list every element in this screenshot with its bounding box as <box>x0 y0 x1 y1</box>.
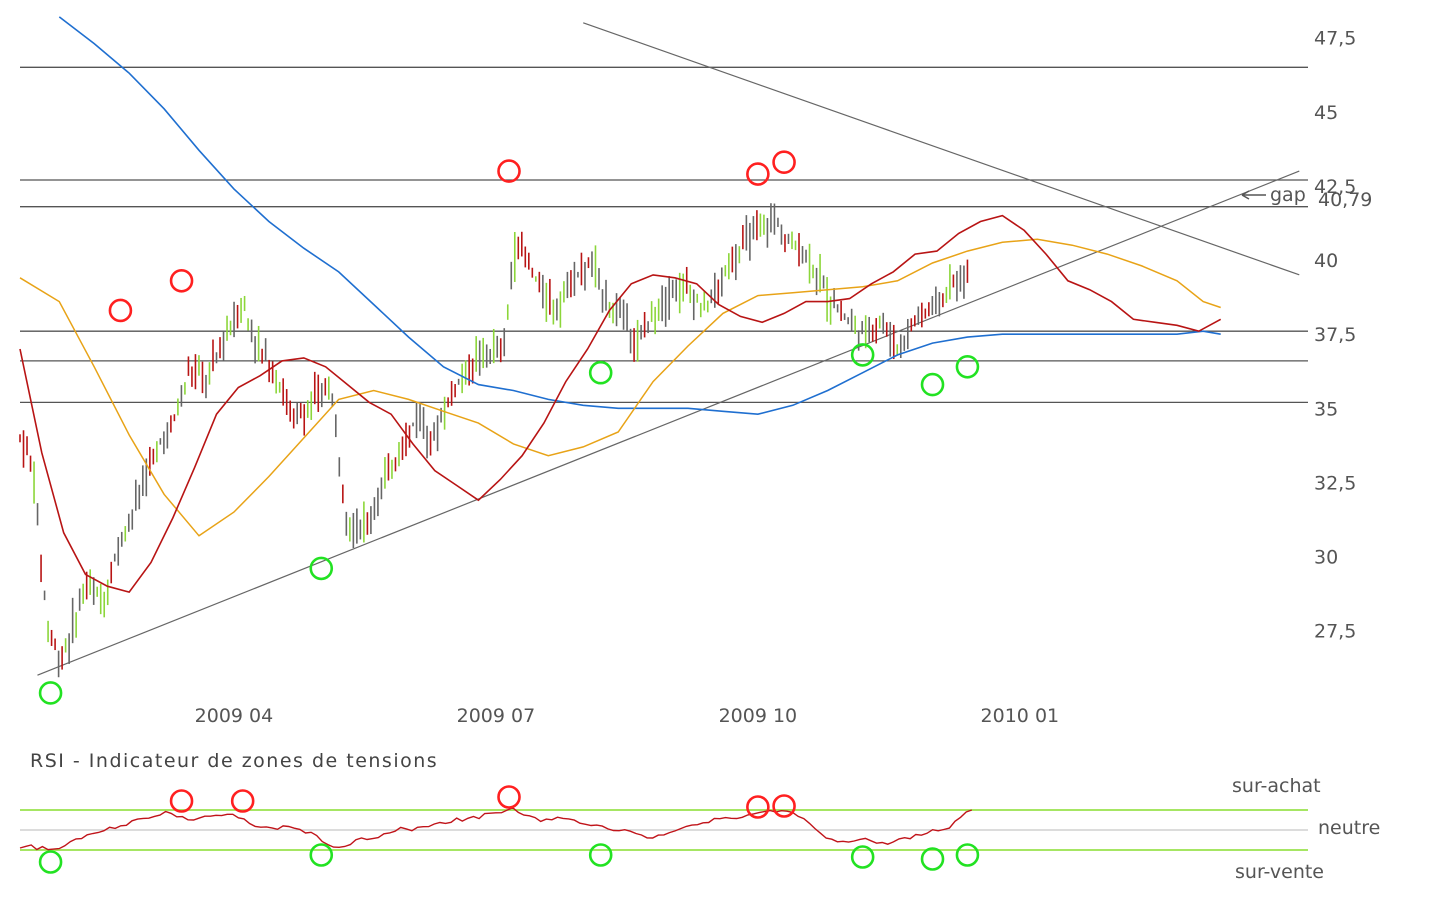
trendlines <box>37 22 1300 676</box>
low-marker <box>38 681 63 705</box>
moving-averages <box>19 16 1222 594</box>
last-price-annotation: gap 40,79 <box>1241 184 1372 211</box>
y-tick-label: 45 <box>1314 102 1338 124</box>
rsi-oversold-label: sur-vente <box>1235 861 1324 883</box>
y-tick-label: 42,5 <box>1314 176 1356 198</box>
rsi-low-marker <box>309 843 334 867</box>
low-marker <box>955 354 980 379</box>
resistance-trendline <box>583 22 1300 276</box>
high-marker <box>746 162 770 186</box>
low-marker <box>309 556 334 581</box>
rsi-high-marker <box>169 789 194 813</box>
y-tick-label: 30 <box>1314 547 1338 569</box>
high-marker <box>772 150 796 174</box>
rsi-low-marker <box>850 845 875 869</box>
rsi-high-marker <box>230 789 255 813</box>
x-tick-label: 2009 07 <box>457 705 536 727</box>
turning-point-markers <box>38 150 980 705</box>
rsi-low-marker <box>38 850 63 874</box>
high-marker <box>108 298 133 323</box>
rsi-low-marker <box>920 847 945 871</box>
y-tick-label: 35 <box>1314 398 1338 420</box>
rsi-high-marker <box>772 794 796 818</box>
rsi-turning-point-markers <box>38 785 980 874</box>
rsi-high-marker <box>746 795 770 819</box>
y-tick-label: 47,5 <box>1314 28 1356 50</box>
rsi-title: RSI - Indicateur de zones de tensions <box>30 750 438 772</box>
rsi-levels <box>20 809 1308 851</box>
x-tick-label: 2010 01 <box>981 705 1060 727</box>
price-y-axis: 47,5 45 42,5 40 37,5 35 32,5 30 27,5 <box>1314 28 1356 643</box>
y-tick-label: 32,5 <box>1314 472 1356 494</box>
date-x-axis: 2009 04 2009 07 2009 10 2010 01 <box>195 705 1059 727</box>
rsi-low-marker <box>955 843 980 867</box>
low-marker <box>588 360 613 385</box>
ma-long-line <box>58 16 1221 416</box>
price-bars <box>19 203 969 678</box>
x-tick-label: 2009 04 <box>195 705 274 727</box>
rsi-low-marker <box>588 843 613 867</box>
ma-short-line <box>19 214 1222 594</box>
y-tick-label: 40 <box>1314 250 1338 272</box>
high-marker <box>169 268 194 293</box>
rsi-neutral-label: neutre <box>1318 817 1380 839</box>
support-trendline <box>37 170 1300 676</box>
y-tick-label: 37,5 <box>1314 324 1356 346</box>
rsi-high-marker <box>497 785 521 809</box>
low-marker <box>920 372 945 397</box>
x-tick-label: 2009 10 <box>719 705 798 727</box>
ma-medium-line <box>19 238 1221 537</box>
high-marker <box>497 159 521 183</box>
rsi-overbought-label: sur-achat <box>1232 775 1321 797</box>
y-tick-label: 27,5 <box>1314 621 1356 643</box>
low-marker <box>850 343 875 367</box>
last-price-label: 40,79 <box>1318 189 1372 211</box>
gap-label: gap <box>1270 184 1306 206</box>
rsi-line <box>19 806 973 851</box>
